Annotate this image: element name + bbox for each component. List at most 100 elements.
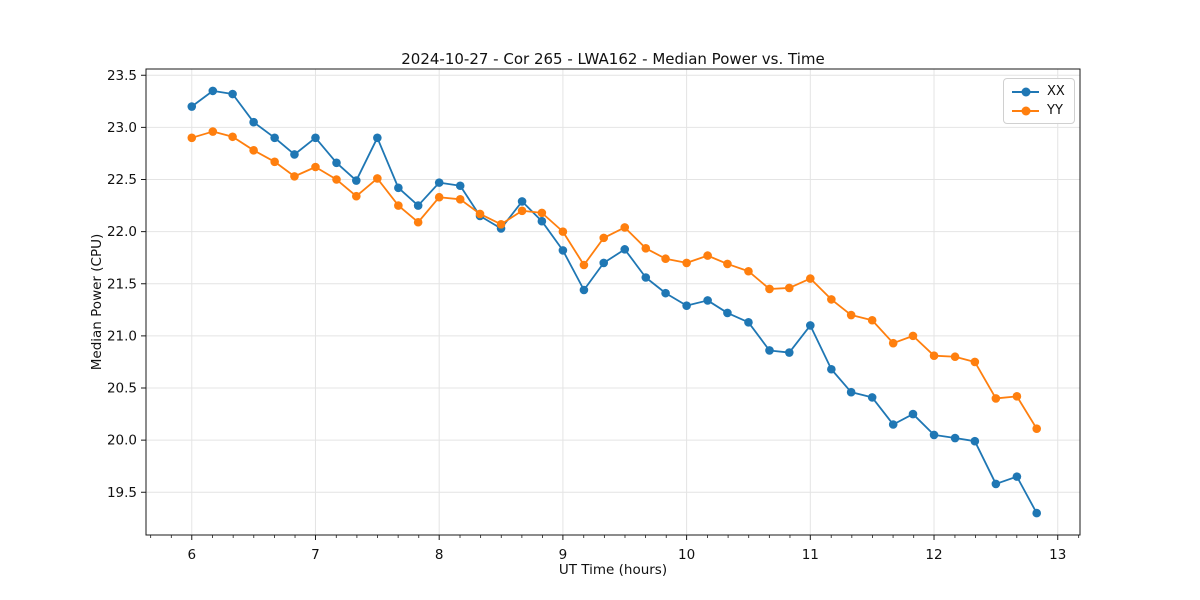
data-point-xx	[1012, 472, 1022, 481]
data-point-yy	[249, 146, 258, 155]
x-axis-label: UT Time (hours)	[558, 562, 668, 578]
data-point-xx	[434, 178, 444, 187]
data-point-xx	[394, 183, 403, 193]
x-tick-label: 8	[435, 547, 444, 563]
data-point-yy	[970, 357, 980, 367]
data-point-xx	[290, 150, 299, 159]
chart-title: 2024-10-27 - Cor 265 - LWA162 - Median P…	[401, 50, 825, 68]
legend-item-xx: XX	[1012, 84, 1065, 99]
series-line-yy	[191, 130, 1038, 430]
data-point-xx	[908, 409, 918, 419]
data-point-xx	[806, 321, 815, 330]
data-point-xx	[228, 89, 237, 99]
data-point-xx	[765, 346, 774, 355]
data-point-yy	[661, 254, 670, 264]
x-tick-label: 13	[1049, 547, 1066, 563]
data-point-xx	[537, 216, 547, 226]
data-point-yy	[827, 295, 836, 304]
data-point-xx	[352, 176, 361, 185]
data-point-xx	[187, 102, 197, 111]
data-point-yy	[765, 284, 774, 294]
data-point-xx	[517, 197, 527, 206]
data-point-xx	[332, 158, 341, 168]
data-point-yy	[846, 310, 856, 320]
data-point-xx	[620, 245, 630, 254]
data-point-yy	[784, 283, 794, 293]
data-point-yy	[806, 274, 815, 283]
data-point-yy	[908, 331, 918, 341]
data-point-xx	[641, 273, 651, 282]
data-point-xx	[846, 387, 856, 397]
y-tick-label: 20.5	[107, 381, 137, 397]
data-point-yy	[290, 172, 299, 181]
y-tick-label: 19.5	[107, 485, 137, 501]
data-point-yy	[950, 352, 960, 362]
data-point-xx	[270, 133, 279, 143]
data-point-xx	[208, 86, 218, 96]
data-point-xx	[744, 318, 753, 327]
legend-label: YY	[1047, 103, 1063, 118]
data-point-yy	[455, 195, 465, 204]
data-point-yy	[703, 251, 712, 260]
y-tick-label: 22.5	[107, 172, 137, 188]
data-point-xx	[599, 258, 609, 268]
y-axis-label: Median Power (CPU)	[89, 233, 105, 371]
data-point-yy	[599, 233, 609, 243]
axes-spines	[145, 68, 1081, 536]
data-point-xx	[888, 420, 898, 429]
data-point-yy	[352, 191, 361, 201]
data-point-yy	[208, 127, 218, 136]
data-point-yy	[332, 175, 341, 184]
y-tick-label: 23.5	[107, 68, 137, 84]
data-point-xx	[413, 201, 423, 210]
data-point-xx	[970, 436, 980, 446]
data-point-xx	[661, 288, 670, 298]
legend-line-marker-icon	[1012, 105, 1039, 116]
data-point-yy	[475, 209, 485, 219]
data-point-xx	[455, 181, 465, 191]
data-point-yy	[434, 192, 444, 202]
data-point-xx	[827, 364, 836, 374]
data-point-xx	[311, 133, 320, 143]
y-tick-label: 22.0	[107, 224, 137, 240]
legend-label: XX	[1047, 84, 1065, 99]
x-tick-label: 11	[802, 547, 819, 563]
x-tick-label: 9	[559, 547, 568, 563]
data-point-xx	[1032, 508, 1042, 518]
data-point-yy	[723, 259, 732, 269]
data-point-xx	[373, 133, 382, 143]
data-point-yy	[270, 157, 279, 167]
data-point-yy	[537, 208, 547, 218]
data-point-xx	[950, 433, 960, 443]
data-point-yy	[311, 162, 320, 172]
data-point-xx	[991, 479, 1001, 489]
data-point-yy	[641, 244, 651, 253]
x-tick-label: 10	[678, 547, 695, 563]
data-point-yy	[620, 223, 630, 232]
x-tick-label: 7	[311, 547, 320, 563]
data-point-xx	[682, 301, 691, 310]
data-point-yy	[888, 338, 898, 348]
data-point-yy	[496, 220, 506, 229]
data-point-yy	[394, 201, 403, 210]
data-point-yy	[1012, 392, 1022, 401]
data-point-yy	[517, 206, 527, 216]
data-point-yy	[579, 260, 589, 270]
data-point-yy	[929, 351, 939, 360]
data-point-xx	[784, 348, 794, 357]
y-tick-label: 20.0	[107, 433, 137, 449]
data-point-yy	[867, 315, 877, 325]
data-point-xx	[579, 285, 589, 295]
data-point-yy	[558, 227, 568, 236]
data-point-xx	[558, 246, 568, 255]
x-tick-label: 12	[925, 547, 942, 563]
series-line-xx	[191, 89, 1038, 514]
data-point-yy	[373, 174, 382, 183]
y-tick-label: 23.0	[107, 120, 137, 136]
data-point-xx	[929, 430, 939, 440]
data-point-xx	[249, 117, 258, 127]
legend-line-marker-icon	[1012, 86, 1039, 97]
y-tick-label: 21.5	[107, 276, 137, 292]
